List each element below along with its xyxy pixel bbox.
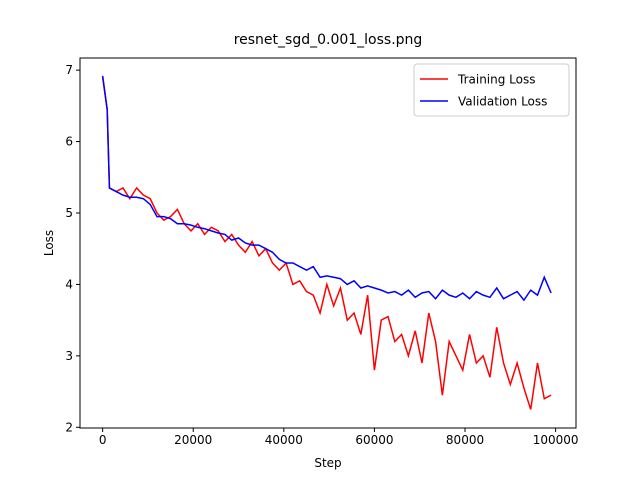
y-tick-label: 2	[65, 420, 73, 434]
x-tick-label: 0	[99, 433, 107, 447]
y-tick-label: 5	[65, 206, 73, 220]
x-tick-label: 60000	[355, 433, 393, 447]
chart-title: resnet_sgd_0.001_loss.png	[234, 32, 423, 48]
y-tick-label: 3	[65, 349, 73, 363]
series-line	[101, 75, 552, 302]
y-tick-label: 6	[65, 135, 73, 149]
y-tick-label: 4	[65, 277, 73, 291]
legend-label: Training Loss	[457, 73, 535, 87]
series-line	[101, 77, 552, 410]
y-axis-label: Loss	[42, 230, 56, 256]
axes-frame	[79, 57, 577, 429]
legend-label: Validation Loss	[458, 95, 547, 109]
legend-box	[413, 63, 570, 117]
x-tick-label: 40000	[265, 433, 303, 447]
y-tick-label: 7	[65, 63, 73, 77]
x-tick-label: 80000	[446, 433, 484, 447]
x-axis-label: Step	[314, 456, 341, 470]
x-tick-label: 20000	[174, 433, 212, 447]
legend: Training Loss Validation Loss	[413, 63, 570, 117]
x-tick-label: 100000	[533, 433, 579, 447]
